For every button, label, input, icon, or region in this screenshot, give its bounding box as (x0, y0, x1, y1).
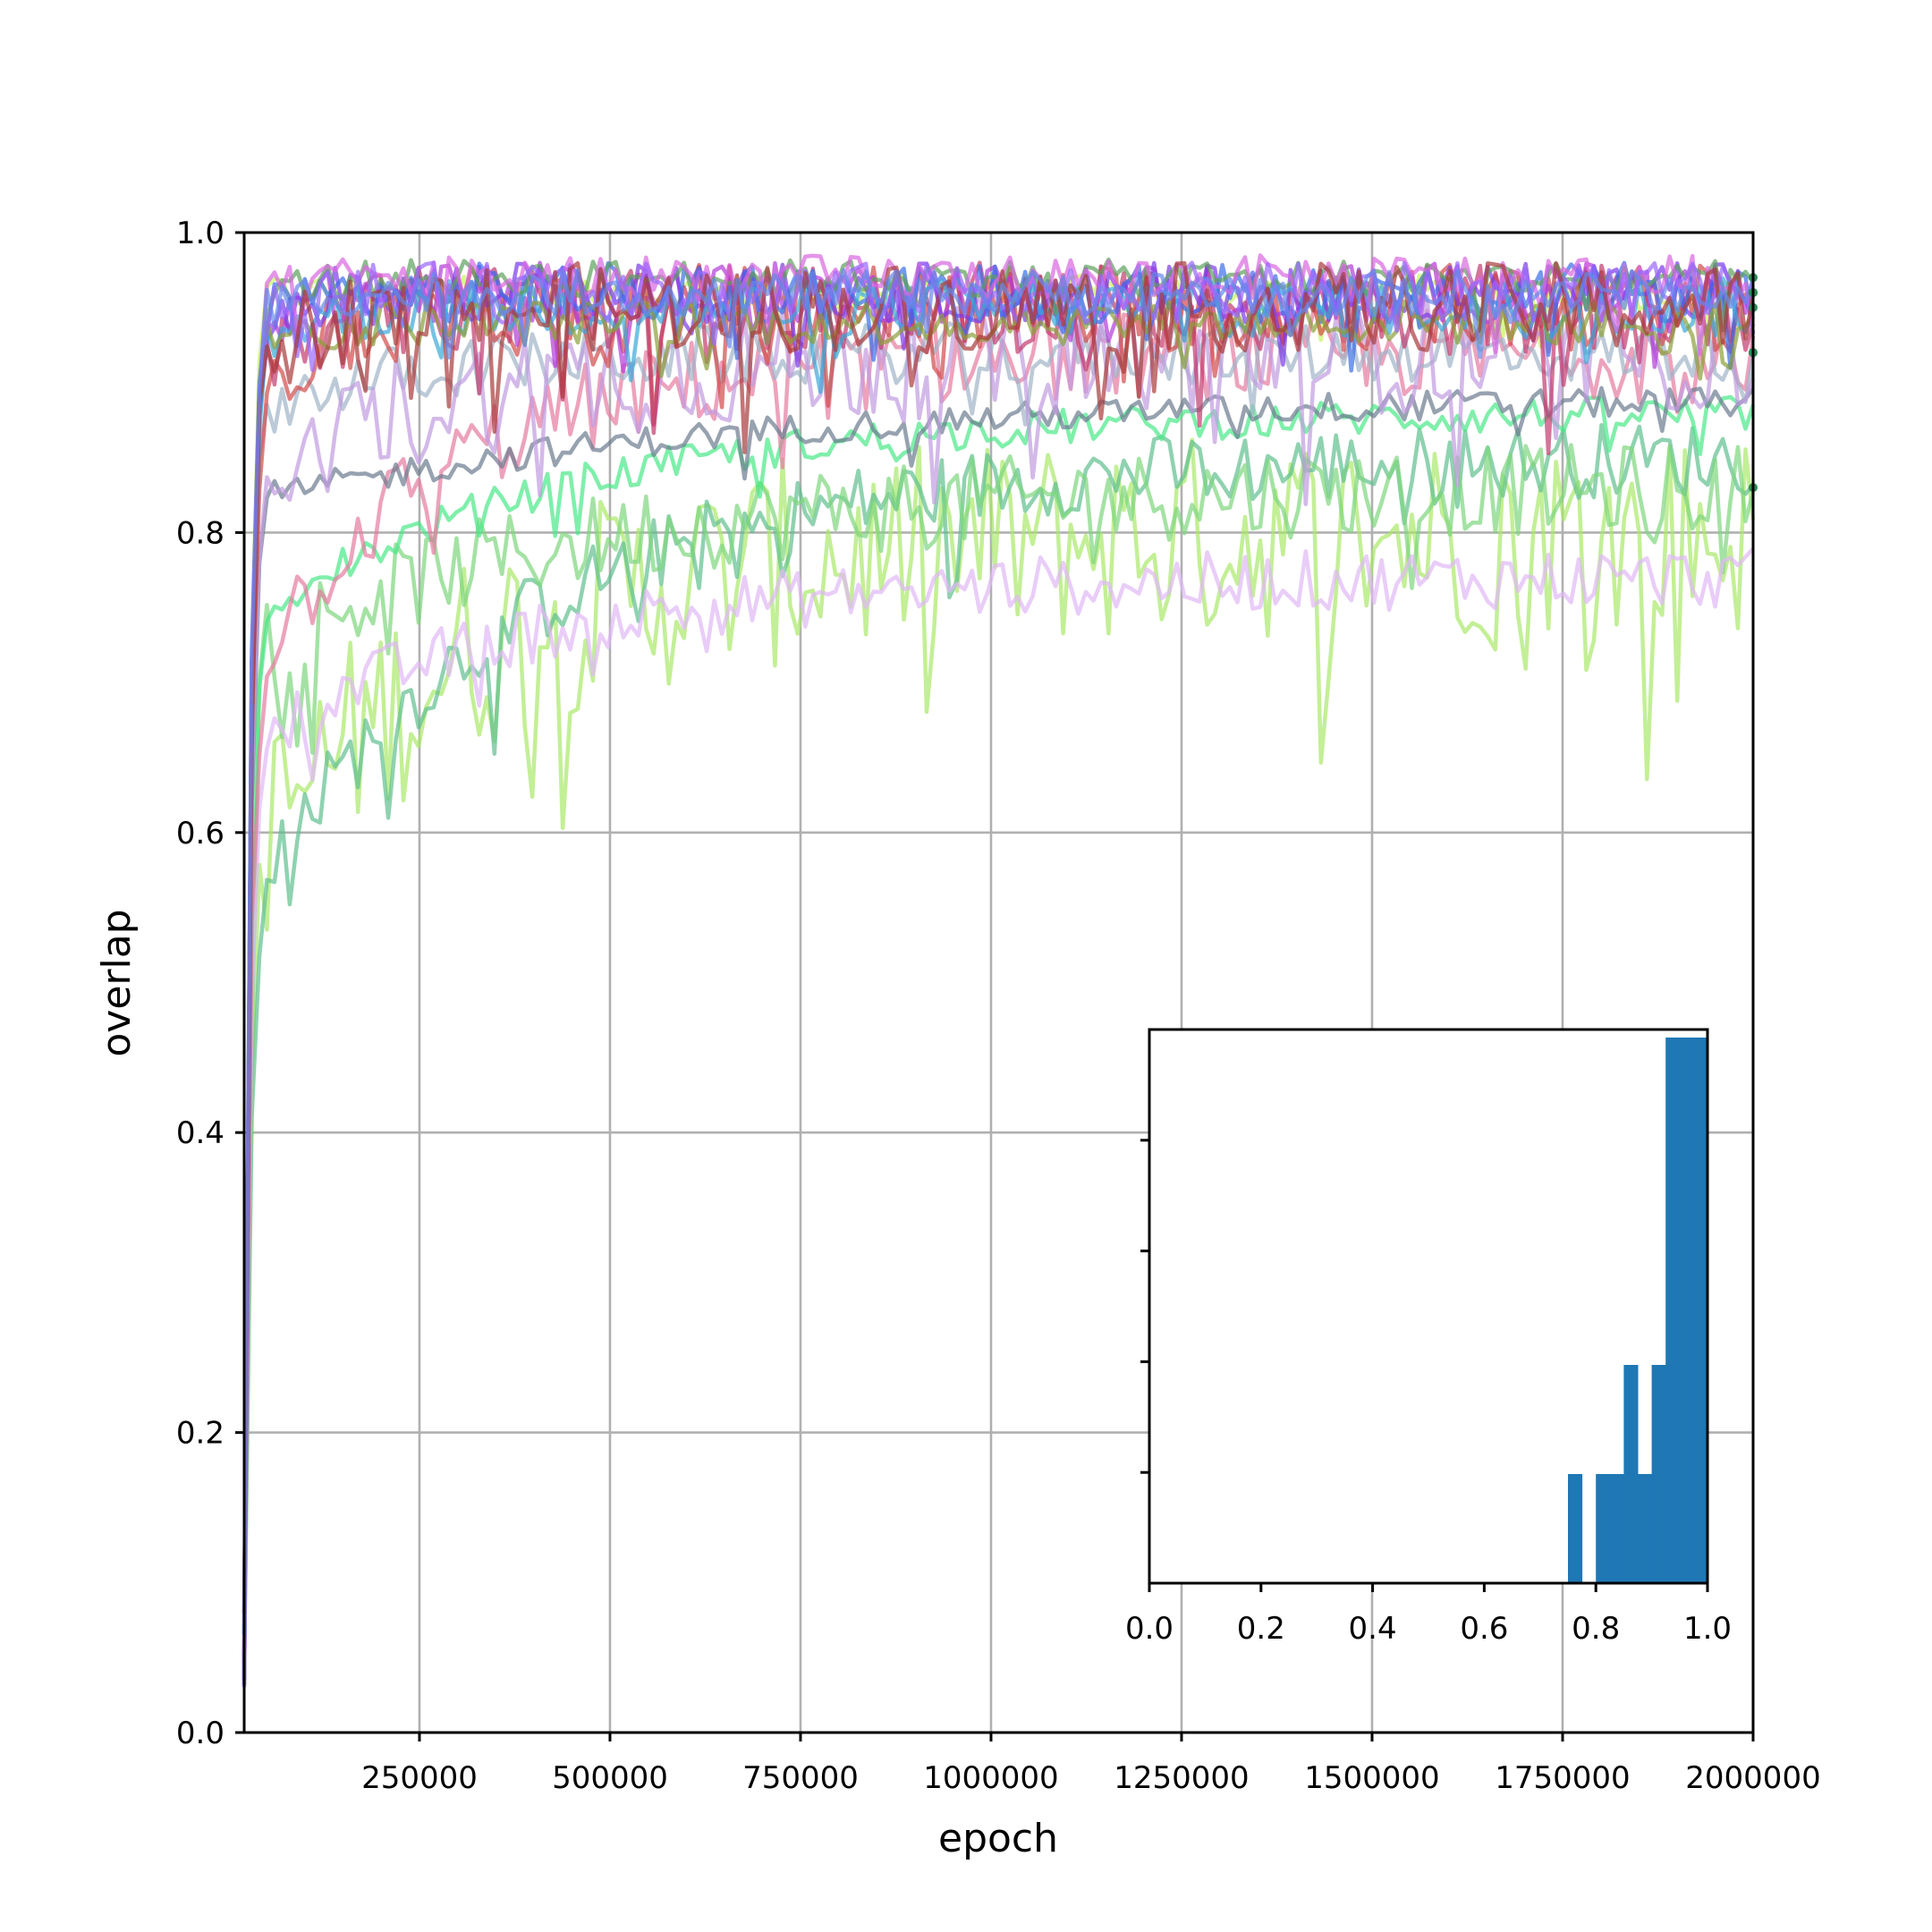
main-plot-frame (242, 231, 1755, 1734)
inset-x-tick-label: 0.8 (1572, 1611, 1620, 1647)
series-line-5 (242, 547, 1755, 1625)
x-tick-label: 250000 (361, 1760, 478, 1796)
series-line-8 (242, 386, 1755, 1681)
main-plot: 250000 500000 750000 1000000 1250000 1500000 1… (94, 216, 1821, 1861)
x-tick-label: 1750000 (1495, 1760, 1630, 1796)
y-tick-label: 0.0 (176, 1716, 225, 1751)
histogram-bar (1651, 1365, 1666, 1583)
y-tick-label: 0.8 (176, 515, 225, 551)
x-axis-label: epoch (938, 1816, 1058, 1861)
inset-x-axis-ticks: 0.0 0.2 0.4 0.6 0.8 1.0 (1125, 1583, 1732, 1647)
inset-y-axis-ticks (1140, 1139, 1149, 1474)
series-layer (242, 253, 1758, 1688)
y-tick-label: 0.2 (176, 1416, 225, 1452)
inset-x-tick-label: 0.6 (1460, 1611, 1508, 1647)
histogram-bar (1596, 1474, 1611, 1583)
inset-x-tick-label: 0.2 (1237, 1611, 1285, 1647)
x-tick-label: 1250000 (1114, 1760, 1249, 1796)
y-tick-label: 0.6 (176, 816, 225, 852)
histogram-bar (1665, 1038, 1681, 1583)
x-tick-label: 2000000 (1685, 1760, 1820, 1796)
inset-histogram: 0.0 0.2 0.4 0.6 0.8 1.0 (1125, 1028, 1732, 1647)
series-line-6 (242, 394, 1756, 1635)
histogram-bar (1623, 1365, 1639, 1583)
histogram-bar (1693, 1038, 1708, 1583)
x-tick-label: 750000 (742, 1760, 859, 1796)
x-tick-label: 500000 (552, 1760, 668, 1796)
series-line-22 (242, 267, 1756, 1635)
y-axis-ticks: 0.0 0.2 0.4 0.6 0.8 1.0 (176, 216, 244, 1751)
y-axis-label: overlap (94, 909, 140, 1056)
x-tick-label: 1000000 (923, 1760, 1058, 1796)
inset-bars (1568, 1038, 1708, 1583)
x-tick-label: 1500000 (1304, 1760, 1439, 1796)
y-tick-label: 0.4 (176, 1115, 225, 1151)
series-line-17 (242, 299, 1755, 1662)
inset-x-tick-label: 0.4 (1349, 1611, 1397, 1647)
histogram-bar (1568, 1474, 1583, 1583)
histogram-bar (1638, 1474, 1653, 1583)
x-axis-ticks: 250000 500000 750000 1000000 1250000 1500000 1… (361, 1733, 1821, 1796)
histogram-bar (1609, 1474, 1624, 1583)
series-line-19 (242, 253, 1756, 1654)
y-tick-label: 1.0 (176, 216, 225, 251)
series-line-4 (242, 443, 1756, 1675)
inset-x-tick-label: 1.0 (1683, 1611, 1732, 1647)
histogram-bar (1679, 1038, 1694, 1583)
inset-frame (1148, 1028, 1709, 1585)
inset-x-tick-label: 0.0 (1125, 1611, 1174, 1647)
